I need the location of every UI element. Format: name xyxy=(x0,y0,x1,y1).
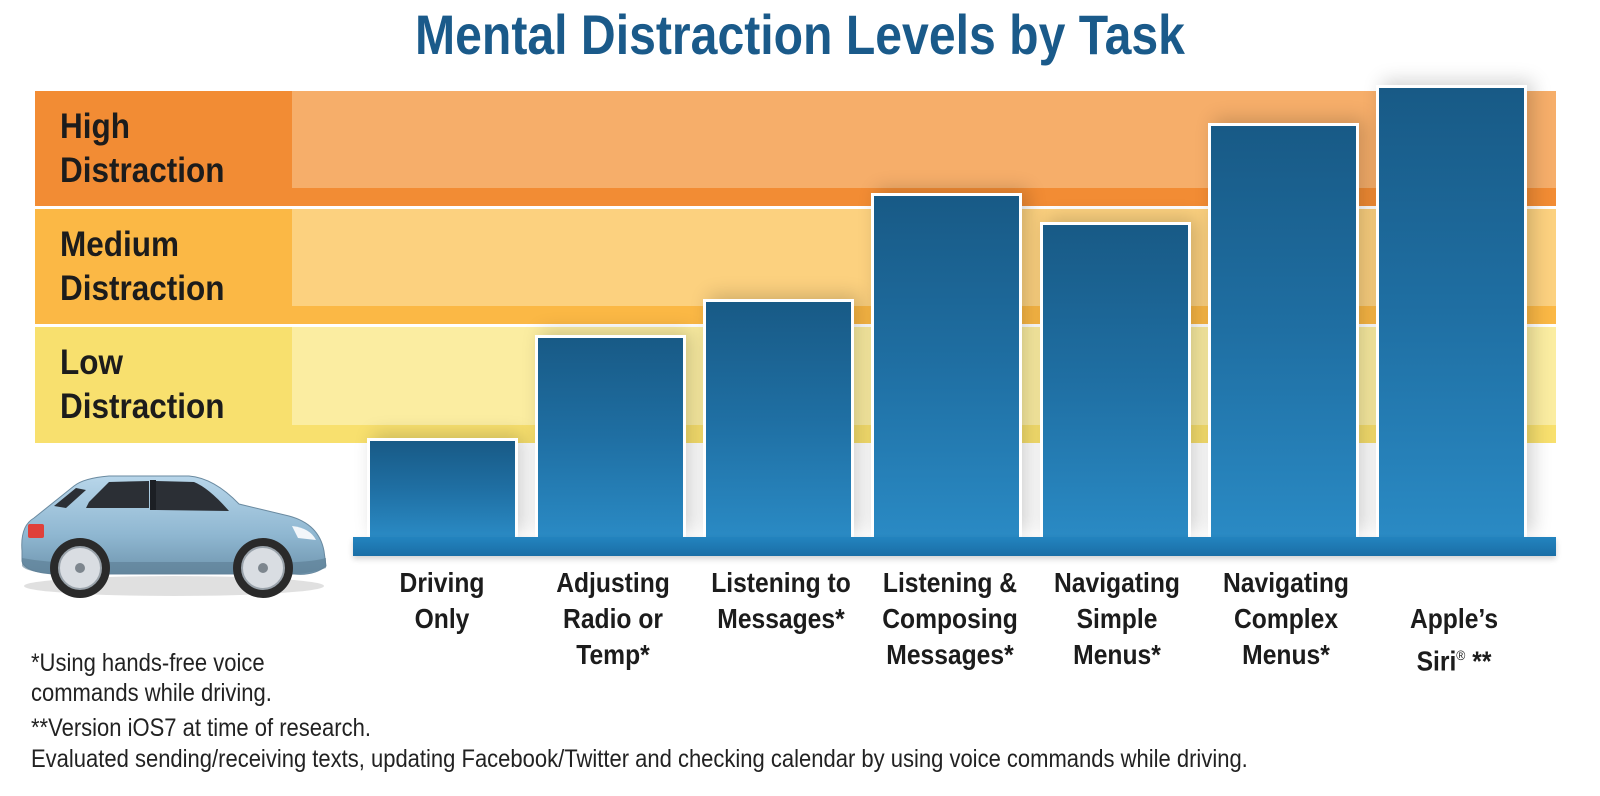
footnote-ios-version: **Version iOS7 at time of research. xyxy=(31,714,371,742)
bar-navigating-simple xyxy=(1040,222,1191,537)
category-label-navigating-complex: Navigating Complex Menus* xyxy=(1223,567,1349,670)
car-icon xyxy=(21,475,327,598)
bar-apple-siri xyxy=(1376,85,1527,537)
band-label-high: High Distraction xyxy=(60,107,225,190)
bar-navigating-complex xyxy=(1208,123,1359,537)
band-label-medium: Medium Distraction xyxy=(60,225,225,308)
band-label-low: Low Distraction xyxy=(60,343,225,426)
bar-driving-only xyxy=(367,438,518,537)
footnote-evaluated: Evaluated sending/receiving texts, updat… xyxy=(31,745,1248,773)
bar-adjusting-radio xyxy=(535,335,686,537)
category-label-driving-only: Driving Only xyxy=(399,567,485,634)
band-label-bg xyxy=(35,91,292,206)
category-label-listening-composing: Listening & Composing Messages* xyxy=(882,567,1018,670)
siri-label-main: Apple’s Siri xyxy=(1409,603,1499,677)
chart-baseline xyxy=(353,537,1556,556)
band-label-bg xyxy=(35,209,292,324)
registered-mark: ® xyxy=(1456,647,1466,663)
category-label-listening-messages: Listening to Messages* xyxy=(711,567,851,634)
footnote-hands-free: *Using hands-free voice commands while d… xyxy=(31,649,272,707)
band-label-bg xyxy=(35,327,292,443)
category-label-apple-siri: Apple’s Siri® ** xyxy=(1375,565,1533,679)
siri-label-footnote: ** xyxy=(1465,645,1492,677)
chart-title: Mental Distraction Levels by Task xyxy=(415,3,1185,66)
bar-listening-composing xyxy=(871,193,1022,537)
band-inner-area xyxy=(292,91,1556,188)
category-label-navigating-simple: Navigating Simple Menus* xyxy=(1054,567,1180,670)
bar-listening-messages xyxy=(703,299,854,537)
category-label-adjusting-radio: Adjusting Radio or Temp* xyxy=(556,567,670,670)
